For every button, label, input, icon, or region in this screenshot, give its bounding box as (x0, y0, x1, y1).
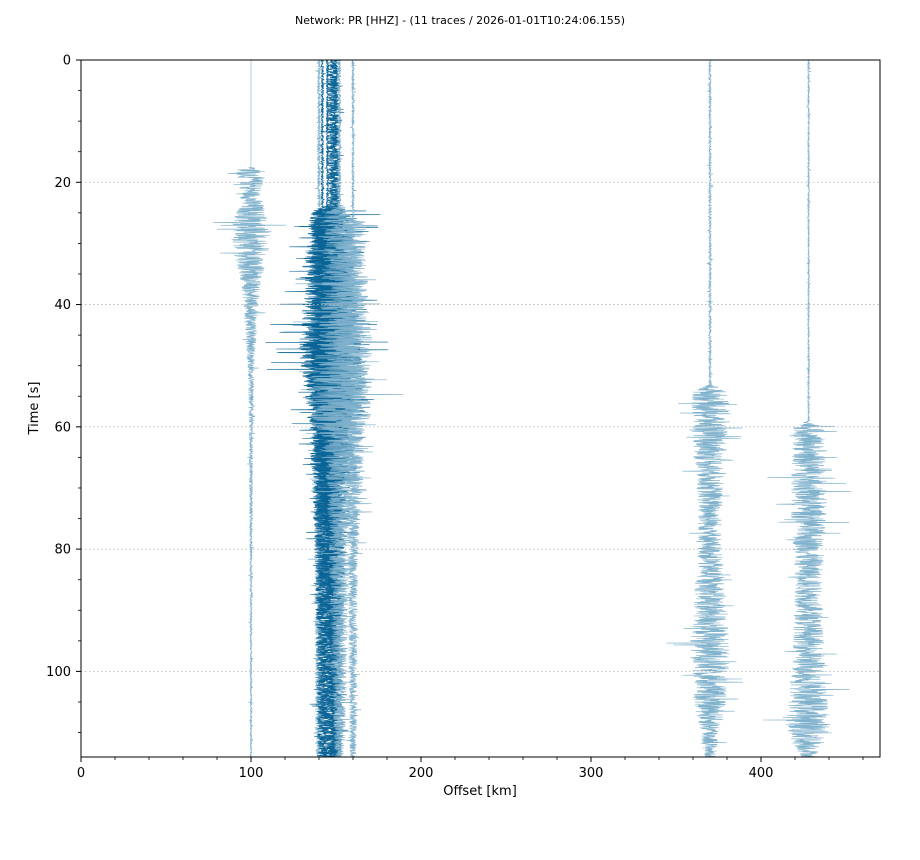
y-tick-label: 0 (63, 54, 71, 69)
y-tick-label: 20 (54, 176, 71, 191)
seismic-trace-100km (212, 60, 286, 757)
x-tick-label: 400 (749, 766, 774, 781)
seismic-trace-160km (308, 60, 381, 757)
x-tick-label: 300 (579, 766, 604, 781)
x-tick-label: 100 (239, 766, 264, 781)
y-tick-label: 40 (54, 298, 71, 313)
seismic-trace-152km (292, 60, 404, 757)
x-axis-title: Offset [km] (443, 784, 517, 799)
y-axis-ticks: 0 20 40 60 80 100 (46, 54, 81, 733)
seismic-trace-428km (762, 60, 852, 757)
x-tick-label: 200 (409, 766, 434, 781)
traces-layer (212, 60, 852, 757)
y-axis-title: Time [s] (27, 382, 42, 436)
chart-title: Network: PR [HHZ] - (11 traces / 2026-01… (295, 14, 625, 27)
seismic-trace-370km (666, 60, 744, 757)
y-tick-label: 60 (54, 420, 71, 435)
x-axis-ticks: 0 100 200 300 400 (77, 757, 864, 781)
grid-layer (81, 181, 880, 672)
axes-frame (80, 59, 881, 758)
x-tick-label: 0 (77, 766, 85, 781)
y-tick-label: 100 (46, 665, 71, 680)
y-tick-label: 80 (54, 543, 71, 558)
